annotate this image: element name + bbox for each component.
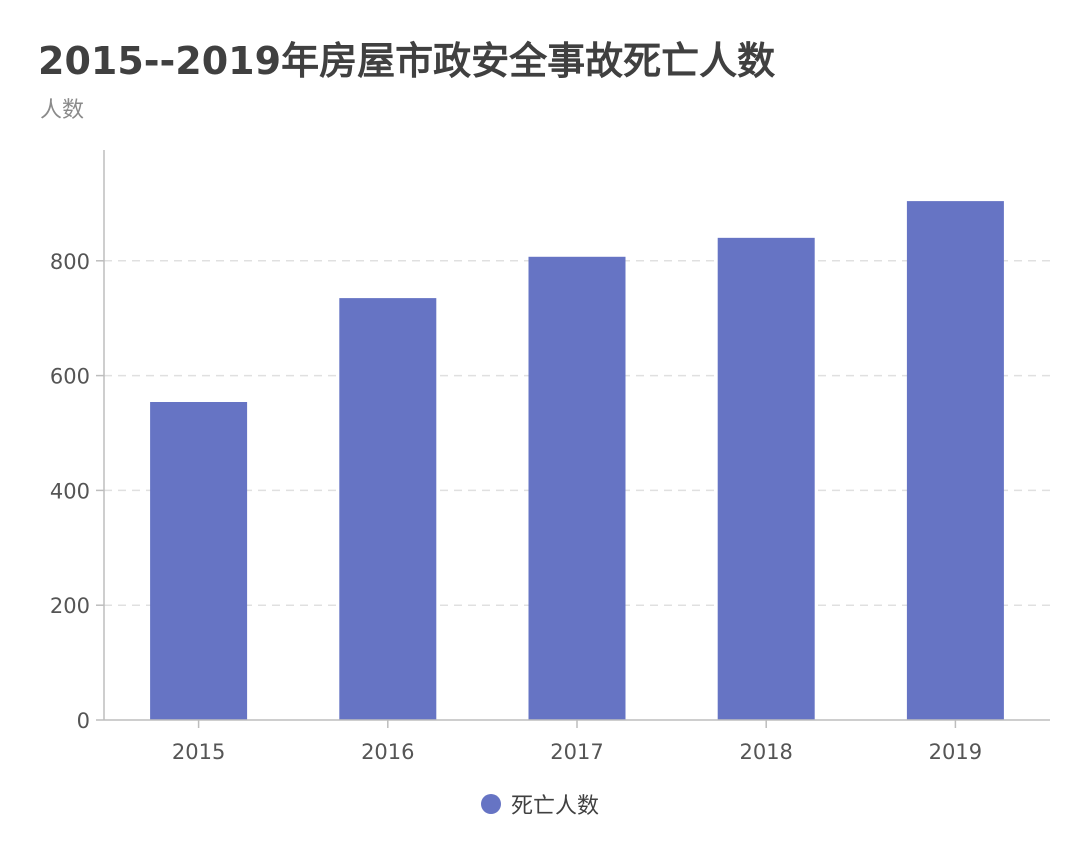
x-tick-label: 2019 — [929, 740, 982, 764]
y-axis-unit-label: 人数 — [40, 98, 85, 123]
x-tick-label: 2015 — [172, 740, 225, 764]
bar-2017 — [528, 256, 626, 720]
y-tick-label: 600 — [50, 365, 90, 389]
y-tick-label: 800 — [50, 250, 90, 274]
y-tick-label: 0 — [77, 709, 90, 733]
y-tick-label: 200 — [50, 594, 90, 618]
x-tick-label: 2018 — [739, 740, 792, 764]
bar-2015 — [150, 402, 248, 720]
legend-marker — [480, 794, 501, 814]
bar-2016 — [339, 298, 437, 720]
x-tick-label: 2016 — [361, 740, 414, 764]
bars — [150, 201, 1004, 720]
axes — [96, 150, 1050, 728]
legend: 死亡人数 — [0, 788, 1080, 820]
gridlines — [104, 260, 1050, 606]
y-tick-label: 400 — [50, 479, 90, 503]
x-tick-label: 2017 — [550, 740, 603, 764]
bar-2019 — [906, 201, 1004, 720]
legend-label: 死亡人数 — [510, 794, 599, 819]
bar-2018 — [717, 237, 815, 720]
tick-labels: 0 200 400 600 800 2015 2016 2017 2018 2019 — [50, 250, 982, 764]
chart-title: 2015--2019年房屋市政安全事故死亡人数 — [38, 39, 776, 83]
